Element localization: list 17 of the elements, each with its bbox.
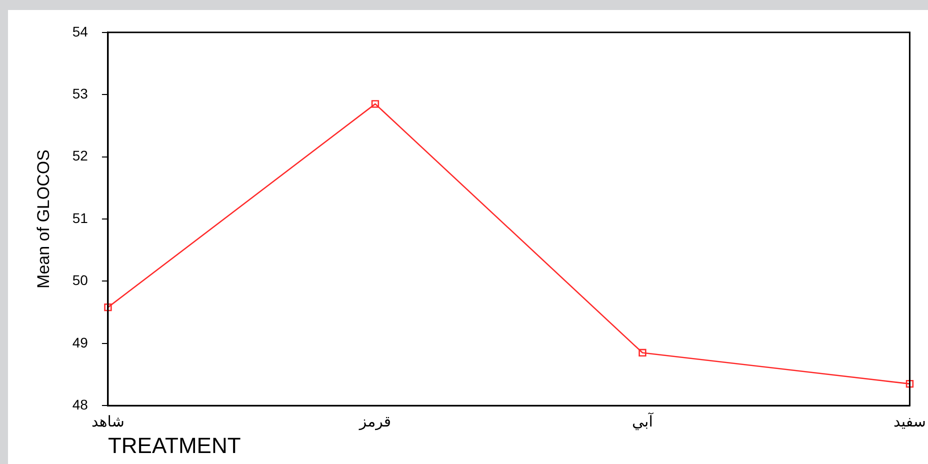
x-tick-label: قرمز [358,412,392,430]
x-axis-title: TREATMENT [108,432,241,458]
point [104,303,112,312]
y-tick-label: 53 [72,85,88,102]
y-axis-title: Mean of GLOCOS [34,150,53,288]
point [371,100,380,108]
x-tick-label: سفيد [893,412,926,430]
y-tick-label: 52 [72,148,88,164]
y-tick-label: 54 [72,23,88,40]
y-tick-label: 50 [72,272,88,288]
point [906,380,914,388]
y-tick-label: 51 [72,210,88,226]
point [638,348,646,357]
y-tick-label: 48 [72,396,88,412]
x-tick-label: شاهد [92,412,124,430]
x-tick-label: آبي [632,411,654,430]
y-tick-label: 49 [72,334,88,350]
